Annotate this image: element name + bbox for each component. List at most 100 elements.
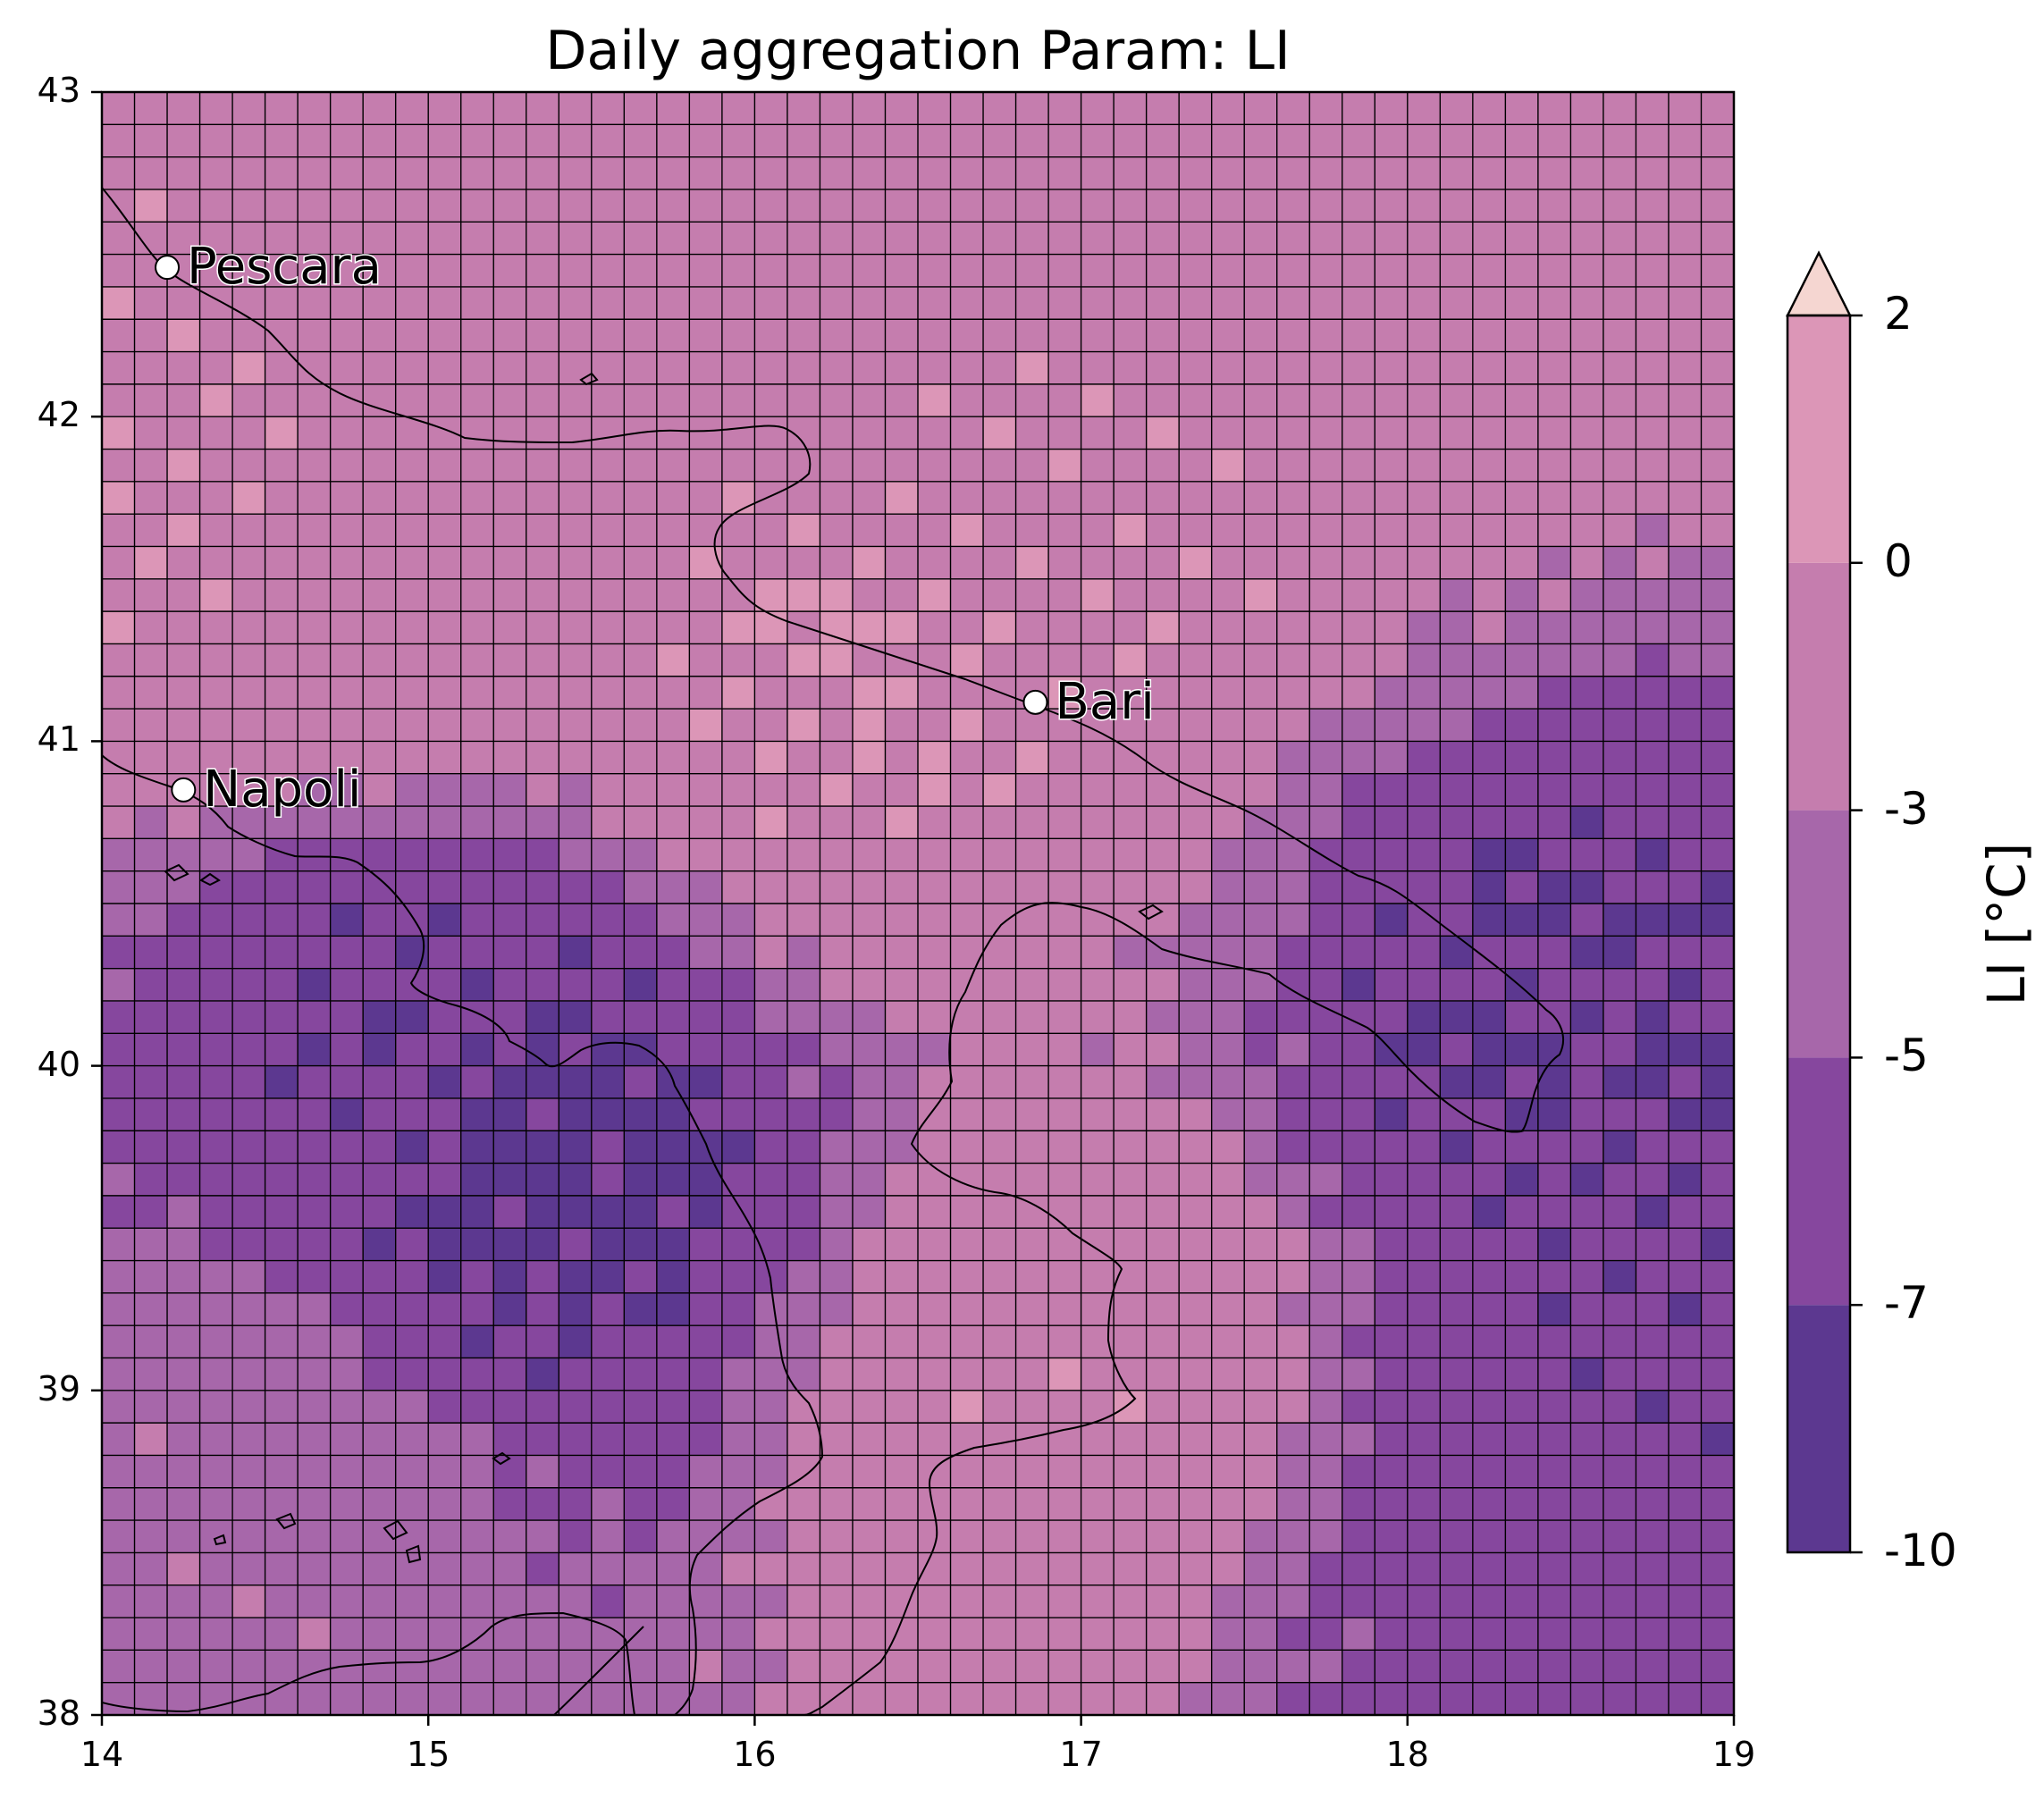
heatmap-cell (1636, 968, 1670, 1002)
heatmap-cell (102, 351, 136, 385)
heatmap-cell (918, 741, 952, 775)
heatmap-cell (1244, 1552, 1278, 1586)
heatmap-cell (1570, 741, 1604, 775)
heatmap-cell (1407, 189, 1441, 223)
heatmap-cell (950, 1131, 984, 1164)
heatmap-cell (624, 156, 658, 190)
heatmap-cell (754, 514, 788, 548)
heatmap-cell (1309, 1195, 1343, 1229)
heatmap-cell (1537, 92, 1571, 125)
heatmap-cell (1537, 936, 1571, 970)
heatmap-cell (1636, 449, 1670, 483)
heatmap-cell (1048, 676, 1082, 710)
heatmap-cell (591, 1097, 625, 1131)
heatmap-cell (1537, 643, 1571, 677)
heatmap-cell (428, 773, 462, 807)
heatmap-cell (199, 1585, 233, 1618)
heatmap-cell (395, 156, 429, 190)
heatmap-cell (460, 1520, 494, 1553)
heatmap-cell (1537, 838, 1571, 872)
heatmap-cell (428, 1423, 462, 1457)
heatmap-cell (102, 1163, 136, 1197)
heatmap-cell (918, 1650, 952, 1684)
heatmap-cell (852, 1325, 887, 1359)
heatmap-cell (559, 838, 593, 872)
heatmap-cell (460, 514, 494, 548)
heatmap-cell (1701, 1585, 1734, 1618)
heatmap-cell (199, 611, 233, 645)
heatmap-cell (1244, 1423, 1278, 1457)
heatmap-cell (656, 416, 690, 450)
heatmap-cell (1668, 351, 1703, 385)
heatmap-cell (1081, 254, 1115, 288)
heatmap-cell (232, 383, 266, 417)
heatmap-cell (1407, 1585, 1441, 1618)
heatmap-cell (1179, 1163, 1213, 1197)
heatmap-cell (1179, 1000, 1213, 1034)
heatmap-cell (298, 968, 332, 1002)
heatmap-cell (624, 1520, 658, 1553)
heatmap-cell (885, 773, 919, 807)
heatmap-cell (1342, 319, 1375, 353)
heatmap-cell (395, 1033, 429, 1067)
heatmap-cell (786, 1487, 821, 1521)
heatmap-cell (395, 222, 429, 256)
heatmap-cell (1146, 1650, 1180, 1684)
heatmap-cell (199, 904, 233, 937)
heatmap-cell (1048, 351, 1082, 385)
heatmap-cell (265, 1585, 299, 1618)
heatmap-cell (526, 1131, 559, 1164)
heatmap-cell (1602, 1618, 1637, 1651)
heatmap-cell (624, 709, 658, 742)
heatmap-cell (1244, 1358, 1278, 1391)
heatmap-cell (363, 1260, 397, 1294)
heatmap-cell (1636, 1000, 1670, 1034)
heatmap-cell (460, 870, 494, 904)
heatmap-cell (950, 1390, 984, 1424)
heatmap-cell (1505, 1618, 1539, 1651)
heatmap-cell (395, 92, 429, 125)
heatmap-cell (199, 1000, 233, 1034)
heatmap-cell (1472, 1163, 1506, 1197)
heatmap-cell (460, 904, 494, 937)
heatmap-cell (1472, 1520, 1506, 1553)
heatmap-cell (395, 611, 429, 645)
heatmap-cell (363, 904, 397, 937)
heatmap-cell (1048, 514, 1082, 548)
heatmap-cell (1048, 1552, 1082, 1586)
heatmap-cell (199, 578, 233, 612)
heatmap-cell (199, 1358, 233, 1391)
heatmap-cell (1244, 838, 1278, 872)
heatmap-cell (460, 286, 494, 320)
heatmap-cell (1440, 1260, 1474, 1294)
heatmap-cell (363, 1097, 397, 1131)
heatmap-cell (1211, 222, 1245, 256)
heatmap-cell (493, 156, 527, 190)
heatmap-cell (885, 1033, 919, 1067)
heatmap-cell (656, 1358, 690, 1391)
heatmap-cell (363, 156, 397, 190)
heatmap-cell (559, 92, 593, 125)
heatmap-cell (1602, 416, 1637, 450)
heatmap-cell (330, 870, 364, 904)
heatmap-cell (721, 1487, 755, 1521)
heatmap-cell (330, 1455, 364, 1489)
heatmap-cell (1668, 449, 1703, 483)
heatmap-cell (1407, 676, 1441, 710)
heatmap-cell (1342, 254, 1375, 288)
heatmap-cell (1146, 124, 1180, 158)
heatmap-cell (983, 773, 1017, 807)
heatmap-cell (918, 1131, 952, 1164)
heatmap-cell (1472, 1487, 1506, 1521)
heatmap-cell (395, 1585, 429, 1618)
heatmap-cell (428, 189, 462, 223)
heatmap-cell (265, 806, 299, 839)
heatmap-cell (918, 1097, 952, 1131)
heatmap-cell (298, 578, 332, 612)
heatmap-cell (950, 904, 984, 937)
heatmap-cell (1472, 1292, 1506, 1326)
heatmap-cell (1015, 351, 1049, 385)
heatmap-cell (1701, 904, 1734, 937)
heatmap-cell (754, 773, 788, 807)
heatmap-cell (1570, 286, 1604, 320)
